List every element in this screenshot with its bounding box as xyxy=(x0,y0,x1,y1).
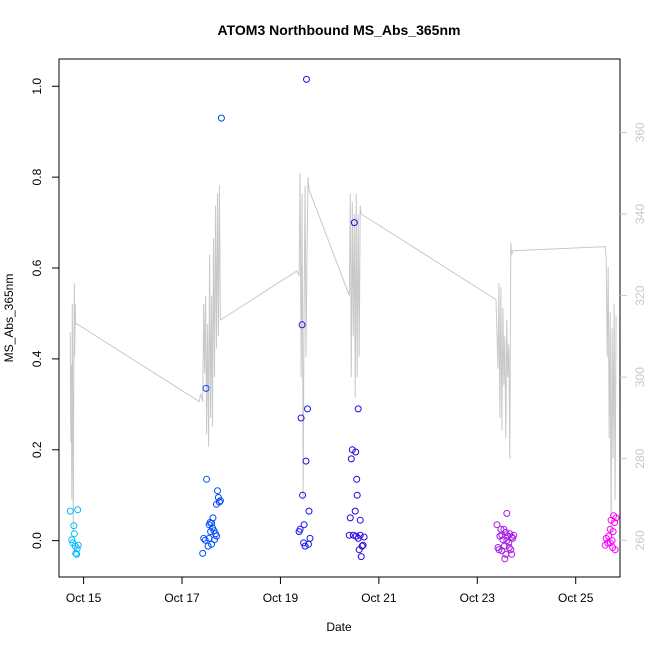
y-tick-label: 0.6 xyxy=(30,259,44,276)
data-point xyxy=(305,507,313,515)
y2-axis: 260 280 300 320 340 360 xyxy=(620,122,647,550)
data-point xyxy=(358,542,366,550)
data-point xyxy=(74,506,82,514)
data-point xyxy=(493,521,501,529)
data-point xyxy=(359,541,367,549)
y2-tick-label: 280 xyxy=(633,448,647,468)
x-tick-label: Oct 17 xyxy=(164,591,200,605)
x-tick-label: Oct 23 xyxy=(460,591,496,605)
data-point xyxy=(217,114,225,122)
y-tick-label: 0.4 xyxy=(30,350,44,367)
data-point xyxy=(357,553,365,561)
data-point xyxy=(70,530,78,538)
y2-tick-label: 360 xyxy=(633,122,647,142)
y-tick-label: 0.2 xyxy=(30,441,44,458)
data-point xyxy=(509,534,517,542)
data-point xyxy=(608,537,616,545)
data-point xyxy=(354,534,362,542)
secondary-line-series xyxy=(69,173,617,533)
y-tick-label: 1.0 xyxy=(30,78,44,95)
data-point xyxy=(73,545,81,553)
data-point xyxy=(208,519,216,527)
y2-tick-label: 340 xyxy=(633,204,647,224)
data-point xyxy=(66,507,74,515)
data-point xyxy=(345,531,353,539)
data-point xyxy=(304,405,311,413)
y-axis: 0.0 0.2 0.4 0.6 0.8 1.0 xyxy=(30,78,59,549)
data-point xyxy=(301,542,309,550)
x-axis-label: Date xyxy=(326,620,352,634)
x-axis: Oct 15 Oct 17 Oct 19 Oct 21 Oct 23 Oct 25 xyxy=(66,577,594,605)
y-tick-label: 0.8 xyxy=(30,168,44,185)
data-point xyxy=(354,405,362,413)
chart-title: ATOM3 Northbound MS_Abs_365nm xyxy=(218,22,461,38)
data-point xyxy=(502,529,510,536)
data-point xyxy=(611,546,619,554)
data-point xyxy=(346,514,354,522)
line-path xyxy=(69,173,617,533)
data-point xyxy=(508,533,516,541)
data-point xyxy=(72,549,80,557)
data-point xyxy=(347,455,355,463)
data-point xyxy=(296,525,304,533)
plot-frame xyxy=(58,58,621,578)
data-point xyxy=(202,384,210,392)
data-point xyxy=(297,414,305,422)
data-point xyxy=(200,534,208,542)
data-point xyxy=(503,509,511,517)
data-point xyxy=(495,546,503,554)
data-point xyxy=(352,532,360,540)
y2-tick-label: 300 xyxy=(633,367,647,387)
y2-tick-label: 260 xyxy=(633,530,647,550)
data-point xyxy=(201,536,209,544)
data-point xyxy=(353,475,361,483)
data-point xyxy=(351,507,359,515)
data-point xyxy=(349,531,357,539)
data-point xyxy=(499,536,507,544)
data-point xyxy=(356,516,364,524)
data-point xyxy=(300,521,308,529)
data-point xyxy=(306,534,314,542)
data-point xyxy=(353,491,361,499)
data-point xyxy=(204,542,212,550)
data-point xyxy=(508,550,516,558)
data-point xyxy=(214,487,221,495)
data-point xyxy=(215,498,223,506)
x-tick-label: Oct 15 xyxy=(66,591,102,605)
x-tick-label: Oct 21 xyxy=(361,591,397,605)
data-point xyxy=(510,531,518,539)
data-point xyxy=(611,519,619,526)
data-point xyxy=(68,536,76,544)
data-point xyxy=(203,475,211,483)
data-point xyxy=(505,544,513,551)
data-point xyxy=(605,532,613,540)
data-point xyxy=(302,457,310,465)
data-point xyxy=(70,522,78,530)
data-point xyxy=(352,448,360,456)
x-tick-label: Oct 19 xyxy=(263,591,299,605)
data-point xyxy=(501,555,509,563)
data-point xyxy=(213,532,220,540)
y2-tick-label: 320 xyxy=(633,285,647,305)
data-point xyxy=(609,528,617,536)
x-tick-label: Oct 25 xyxy=(558,591,594,605)
data-point xyxy=(205,534,213,542)
data-point xyxy=(303,75,310,83)
data-point xyxy=(300,539,308,547)
data-point xyxy=(74,541,82,549)
data-point xyxy=(606,539,614,547)
data-point xyxy=(199,549,207,557)
data-point xyxy=(612,514,620,522)
scatter-series xyxy=(66,75,620,563)
y-tick-label: 0.0 xyxy=(30,532,44,549)
data-point xyxy=(216,497,224,505)
data-point xyxy=(299,491,307,499)
data-point xyxy=(503,537,511,545)
data-point xyxy=(350,219,358,227)
data-point xyxy=(298,321,306,329)
y-axis-label: MS_Abs_365nm xyxy=(2,274,16,363)
